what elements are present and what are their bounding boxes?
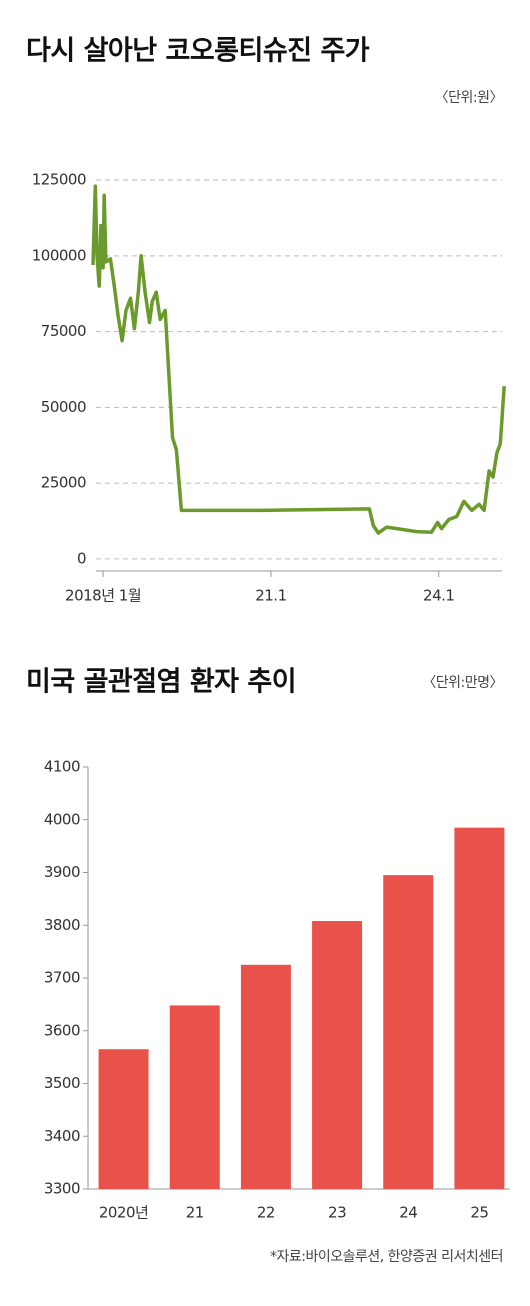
y-tick-label: 75000 — [41, 322, 86, 340]
x-tick-label: 25 — [470, 1204, 488, 1222]
y-tick-label: 3400 — [44, 1127, 80, 1145]
y-tick-label: 50000 — [41, 398, 86, 416]
bar — [169, 1005, 220, 1189]
x-tick-label: 2020년 — [99, 1204, 148, 1222]
unit-label: 〈단위:원〉 — [435, 90, 503, 106]
bar — [240, 964, 291, 1189]
x-tick-label: 23 — [328, 1204, 346, 1222]
x-tick-label: 2018년 1월 — [65, 587, 141, 605]
chart-title: 다시 살아난 코오롱티슈진 주가 — [26, 36, 370, 67]
y-tick-label: 3600 — [44, 1021, 80, 1039]
bar — [312, 921, 363, 1189]
y-tick-label: 3800 — [44, 916, 80, 934]
y-tick-label: 100000 — [32, 246, 86, 264]
price-line — [91, 184, 506, 535]
bar — [383, 875, 434, 1189]
bar — [98, 1049, 149, 1189]
x-tick-label: 24 — [399, 1204, 417, 1222]
source-note: *자료:바이오솔루션, 한양증권 리서치센터 — [270, 1249, 503, 1265]
y-tick-label: 125000 — [32, 171, 86, 189]
y-tick-label: 3900 — [44, 863, 80, 881]
y-tick-label: 0 — [77, 549, 86, 567]
y-tick-label: 25000 — [41, 474, 86, 492]
unit-label: 〈단위:만명〉 — [422, 675, 503, 691]
y-tick-label: 3500 — [44, 1074, 80, 1092]
x-tick-label: 21.1 — [255, 587, 286, 605]
bar — [454, 827, 505, 1189]
x-tick-label: 22 — [257, 1204, 275, 1222]
y-tick-label: 3300 — [44, 1180, 80, 1198]
chart-title: 미국 골관절염 환자 추이 — [26, 667, 296, 698]
y-tick-label: 4000 — [44, 810, 80, 828]
y-tick-label: 4100 — [44, 758, 80, 776]
x-tick-label: 24.1 — [423, 587, 454, 605]
x-tick-label: 21 — [186, 1204, 204, 1222]
y-tick-label: 3700 — [44, 969, 80, 987]
